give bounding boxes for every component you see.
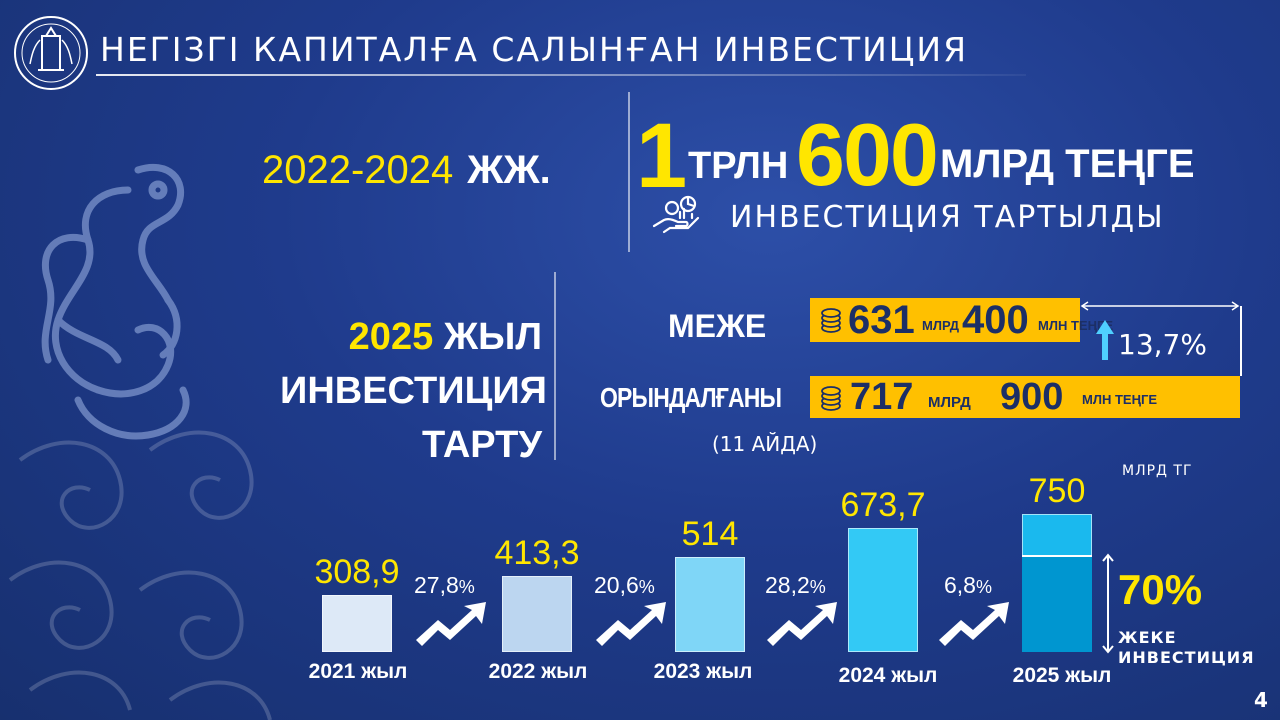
- chart-value-label: 413,3: [494, 534, 580, 572]
- growth-arrow-icon: [767, 602, 837, 646]
- period-suffix: ЖЖ.: [467, 148, 551, 192]
- done-million-value: 900: [1000, 376, 1064, 418]
- done-period-label: (11 АЙДА): [712, 432, 818, 456]
- chart-value-label: 308,9: [314, 553, 400, 591]
- growth-value: 6,8: [944, 572, 976, 598]
- growth-percent-sign: %: [638, 577, 655, 597]
- excess-bracket: [1080, 301, 1240, 311]
- private-share-percent: 70%: [1118, 566, 1203, 613]
- done-billion-value: 717: [850, 376, 914, 418]
- chart-category-label: 2022 жыл: [488, 660, 588, 683]
- period-years: 2022-2024: [262, 148, 454, 192]
- chart-category-label: 2021 жыл: [308, 660, 408, 683]
- plan-2025-line3: ТАРТУ: [422, 424, 542, 466]
- chart-category-label: 2025 жыл: [1012, 664, 1112, 687]
- plan-label: МЕЖЕ: [668, 308, 767, 344]
- private-investment-label: ЖЕКЕ ИНВЕСТИЦИЯ: [1118, 628, 1255, 668]
- snow-leopard-emblem-icon: [41, 163, 190, 440]
- divider-line: [554, 272, 556, 460]
- chart-unit-label: МЛРД ТГ: [1122, 463, 1193, 479]
- plan-2025-year: 2025: [348, 316, 434, 358]
- arrow-up-icon: [1096, 320, 1114, 360]
- plan-bar: 631 МЛРД 400 МЛН ТЕҢГЕ: [810, 298, 1113, 342]
- chart-bar: [502, 576, 572, 652]
- growth-percent-sign: %: [458, 577, 475, 597]
- private-share-arrow-icon: [1102, 553, 1114, 654]
- growth-value: 27,8: [414, 572, 459, 598]
- excess-box: [1080, 306, 1242, 376]
- chart-category-label: 2024 жыл: [838, 664, 938, 687]
- done-million-unit: МЛН ТЕҢГЕ: [1082, 392, 1157, 407]
- growth-percent-label: 6,8%: [944, 572, 992, 599]
- excess-percent: 13,7%: [1118, 328, 1207, 361]
- plan-million-unit: МЛН ТЕҢГЕ: [1038, 318, 1113, 333]
- plan-2025-line2: ИНВЕСТИЦИЯ: [280, 370, 547, 412]
- chart-value-label: 673,7: [840, 486, 926, 524]
- chart-value-label: 514: [681, 515, 739, 553]
- growth-arrow-icon: [416, 602, 486, 646]
- plan-2025-year-suffix: ЖЫЛ: [443, 316, 542, 358]
- divider-line: [628, 92, 630, 252]
- ornament-pattern-icon: [8, 430, 272, 720]
- private-label-line1: ЖЕКЕ: [1118, 628, 1177, 647]
- chart-bar: [848, 528, 918, 652]
- plan-billion-value: 631: [848, 298, 915, 342]
- done-label: ОРЫНДАЛҒАНЫ: [600, 382, 782, 413]
- billion-unit: МЛРД ТЕҢГЕ: [940, 142, 1195, 186]
- private-label-line2: ИНВЕСТИЦИЯ: [1118, 648, 1255, 667]
- ministry-emblem-icon: [14, 16, 88, 90]
- page-number: 4: [1254, 688, 1268, 712]
- investment-attracted-label: ИНВЕСТИЦИЯ ТАРТЫЛДЫ: [730, 200, 1165, 235]
- growth-percent-label: 27,8%: [414, 572, 475, 599]
- chart-value-label: 750: [1028, 472, 1086, 510]
- growth-percent-label: 28,2%: [765, 572, 826, 599]
- amount-trillion: 1: [636, 105, 688, 207]
- title-underline: [96, 74, 1026, 76]
- plan-2025-line1: 2025 ЖЫЛ: [280, 310, 542, 364]
- chart-bar: [322, 595, 392, 652]
- growth-percent-label: 20,6%: [594, 572, 655, 599]
- chart-bar: [675, 557, 745, 652]
- growth-arrow-icon: [939, 602, 1009, 646]
- growth-arrow-icon: [596, 602, 666, 646]
- done-billion-unit: МЛРД: [928, 394, 971, 411]
- growth-value: 20,6: [594, 572, 639, 598]
- trillion-unit: ТРЛН: [688, 145, 789, 187]
- investment-hand-icon: [652, 195, 700, 234]
- growth-percent-sign: %: [975, 577, 992, 597]
- done-bar: 717 МЛРД 900 МЛН ТЕҢГЕ: [810, 376, 1240, 418]
- page-title: НЕГІЗГІ КАПИТАЛҒА САЛЫНҒАН ИНВЕСТИЦИЯ: [100, 30, 969, 69]
- private-share-segment: [1022, 555, 1092, 652]
- plan-2025-heading: 2025 ЖЫЛ ИНВЕСТИЦИЯ ТАРТУ: [280, 310, 547, 472]
- plan-million-value: 400: [962, 298, 1029, 342]
- coins-icon: [821, 308, 841, 333]
- period-label: 2022-2024 ЖЖ.: [262, 148, 551, 193]
- plan-billion-unit: МЛРД: [922, 318, 960, 333]
- coins-icon: [821, 386, 841, 411]
- amount-billion: 600: [796, 105, 939, 204]
- growth-percent-sign: %: [809, 577, 826, 597]
- growth-value: 28,2: [765, 572, 810, 598]
- chart-category-label: 2023 жыл: [653, 660, 753, 683]
